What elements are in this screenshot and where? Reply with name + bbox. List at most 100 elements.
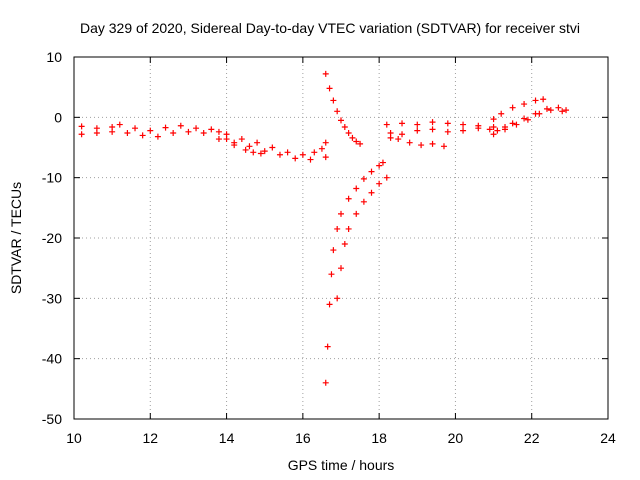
data-point (345, 225, 352, 232)
data-point (338, 210, 344, 217)
data-point (326, 301, 333, 308)
data-point (383, 174, 390, 181)
data-point (555, 104, 562, 111)
data-point (330, 97, 337, 104)
series-rising-arc-2 (334, 174, 390, 302)
y-tick-label: -10 (42, 170, 62, 186)
data-point (349, 134, 356, 141)
x-tick-label: 10 (66, 430, 82, 446)
data-point (406, 139, 413, 146)
data-point (215, 128, 222, 135)
y-axis-label: SDTVAR / TECUs (8, 182, 24, 294)
data-point (269, 144, 276, 151)
data-point (360, 198, 367, 205)
data-point (490, 131, 497, 138)
data-point (338, 265, 344, 272)
data-point (338, 117, 344, 124)
data-point (486, 126, 493, 133)
data-point (429, 126, 436, 133)
data-point (109, 128, 116, 135)
data-point (322, 379, 329, 386)
x-tick-label: 24 (600, 430, 616, 446)
data-point (536, 110, 543, 117)
series-isolated-points (322, 139, 329, 161)
grid-lines (74, 57, 608, 419)
data-point (524, 116, 531, 123)
data-point (250, 149, 257, 156)
chart-title: Day 329 of 2020, Sidereal Day-to-day VTE… (80, 20, 580, 36)
data-point (93, 130, 100, 137)
data-point (399, 131, 406, 138)
data-point (353, 210, 360, 217)
data-point (322, 154, 329, 161)
data-point (257, 150, 264, 157)
data-point (540, 96, 547, 103)
data-point (330, 247, 337, 254)
data-point (414, 127, 421, 134)
data-point (328, 271, 335, 278)
data-point (376, 180, 383, 187)
y-tick-label: -30 (42, 290, 62, 306)
data-point (521, 101, 528, 108)
data-point (292, 155, 299, 162)
data-point (509, 120, 516, 127)
series-descending-arc (322, 70, 364, 147)
data-point (193, 125, 200, 132)
data-point (444, 120, 451, 127)
data-point (238, 136, 245, 143)
data-point (223, 136, 230, 143)
y-tick-label: -20 (42, 230, 62, 246)
series-track-i (490, 107, 566, 138)
data-point (490, 116, 497, 123)
data-point (231, 142, 238, 149)
data-point (490, 123, 497, 130)
series-track-g (490, 96, 547, 123)
data-point (353, 138, 360, 145)
data-point (368, 168, 375, 175)
data-point (185, 128, 192, 135)
data-point (395, 136, 402, 143)
data-point (334, 295, 341, 302)
data-point (559, 108, 566, 115)
data-point (124, 130, 131, 137)
data-point (444, 128, 451, 135)
series-track-e (387, 125, 493, 138)
series-rising-arc-1 (322, 159, 386, 386)
y-tick-label: -50 (42, 411, 62, 427)
data-point (307, 156, 314, 163)
data-point (116, 121, 123, 128)
y-tick-labels: 10 0 -10 -20 -30 -40 -50 (42, 49, 62, 427)
data-point (376, 162, 383, 169)
y-tick-label: -40 (42, 351, 62, 367)
data-point (357, 140, 364, 147)
data-point (261, 148, 268, 155)
data-point (242, 146, 249, 153)
x-tick-labels: 10 12 14 16 18 20 22 24 (66, 430, 616, 446)
data-point (418, 142, 425, 149)
data-point (414, 121, 421, 128)
data-point (502, 126, 509, 133)
data-point (78, 123, 85, 130)
data-point (532, 97, 539, 104)
data-point (521, 115, 528, 122)
data-point (498, 110, 505, 117)
data-point (334, 225, 341, 232)
x-tick-label: 12 (142, 430, 158, 446)
data-point (379, 159, 386, 166)
data-point (132, 125, 139, 132)
series-track-f (387, 134, 447, 150)
data-point (543, 105, 550, 112)
data-point (318, 145, 325, 152)
data-point (311, 149, 318, 156)
data-point (513, 121, 520, 128)
data-point (341, 241, 348, 248)
data-point (170, 130, 177, 137)
data-point (368, 189, 375, 196)
data-point (509, 104, 516, 111)
data-point (547, 107, 554, 114)
data-points (78, 70, 570, 386)
data-point (326, 85, 333, 92)
y-tick-label: 0 (54, 109, 62, 125)
data-point (334, 108, 341, 115)
